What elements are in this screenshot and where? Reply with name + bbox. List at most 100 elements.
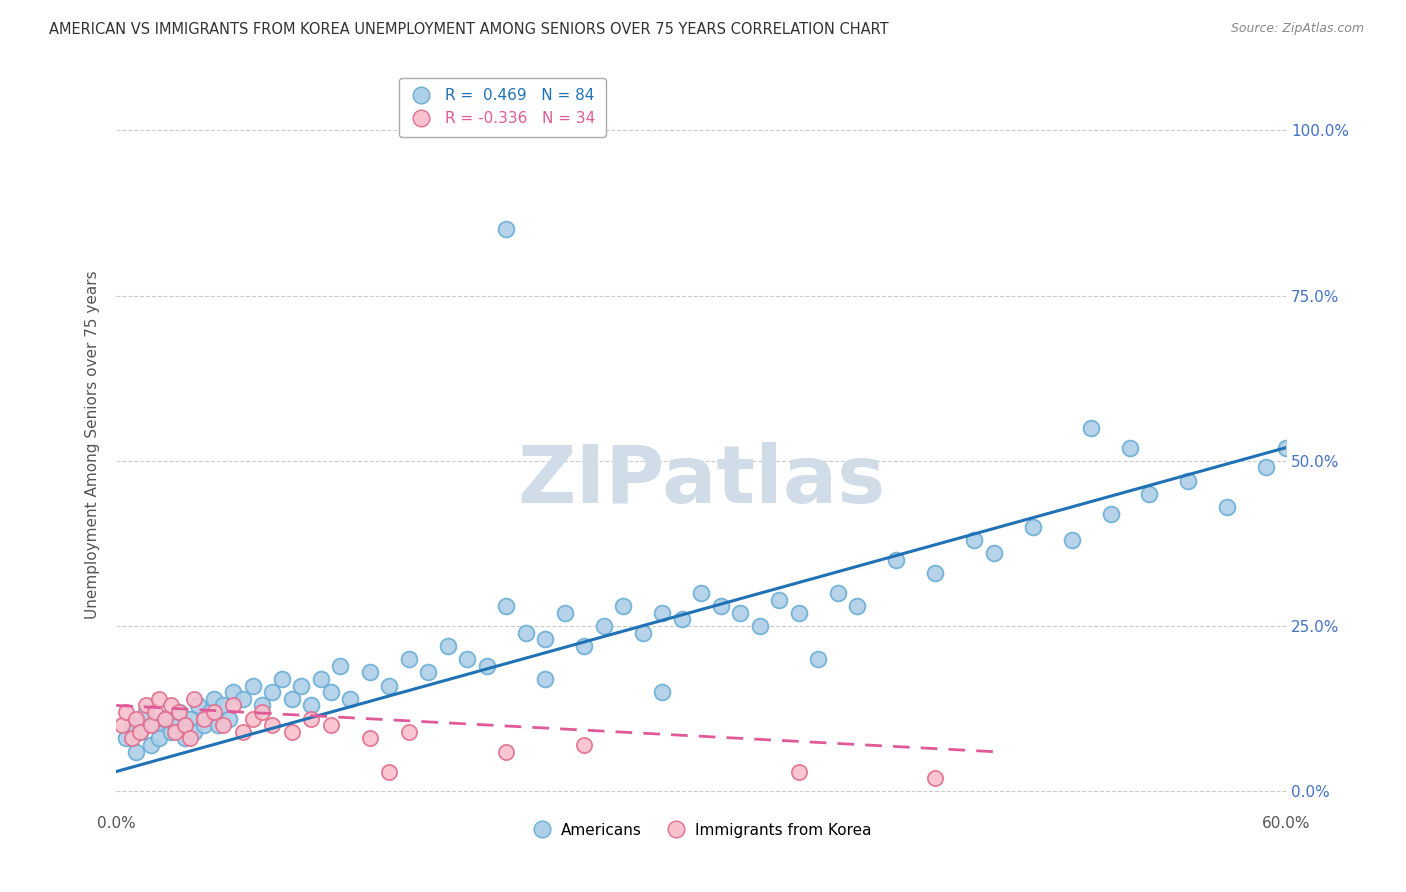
Point (768, 592, 790, 607)
Point (592, 619, 614, 633)
Point (134, 698, 156, 713)
Point (710, 599, 733, 614)
Point (148, 691, 170, 706)
Point (183, 724, 205, 739)
Point (207, 718, 229, 732)
Point (1216, 500, 1239, 515)
Point (173, 718, 195, 732)
Point (179, 712, 201, 726)
Y-axis label: Unemployment Among Seniors over 75 years: Unemployment Among Seniors over 75 years (86, 270, 100, 619)
Point (141, 718, 163, 732)
Point (309, 672, 332, 686)
Point (202, 705, 225, 719)
Point (163, 724, 186, 739)
Point (252, 698, 274, 713)
Point (125, 712, 148, 726)
Point (495, 222, 517, 236)
Point (143, 705, 166, 719)
Point (280, 724, 302, 739)
Point (671, 612, 693, 626)
Point (378, 764, 401, 779)
Point (193, 712, 215, 726)
Point (193, 718, 215, 732)
Point (167, 705, 190, 719)
Point (1060, 533, 1083, 548)
Point (807, 652, 830, 666)
Point (495, 599, 517, 614)
Point (359, 731, 381, 746)
Point (398, 652, 420, 666)
Point (1099, 507, 1122, 521)
Point (222, 685, 245, 699)
Point (242, 679, 264, 693)
Point (378, 679, 401, 693)
Point (173, 731, 195, 746)
Point (748, 619, 770, 633)
Point (141, 738, 163, 752)
Point (787, 606, 810, 620)
Text: ZIPatlas: ZIPatlas (517, 442, 886, 520)
Point (787, 764, 810, 779)
Point (160, 698, 183, 713)
Point (1021, 520, 1043, 534)
Point (359, 665, 381, 680)
Point (1080, 421, 1102, 435)
Point (153, 712, 176, 726)
Point (572, 639, 595, 653)
Point (271, 672, 294, 686)
Point (1275, 441, 1298, 455)
Point (1177, 474, 1199, 488)
Point (160, 724, 183, 739)
Point (924, 771, 946, 785)
Point (128, 724, 150, 739)
Point (631, 625, 654, 640)
Point (651, 606, 673, 620)
Point (218, 712, 240, 726)
Point (179, 731, 201, 746)
Text: AMERICAN VS IMMIGRANTS FROM KOREA UNEMPLOYMENT AMONG SENIORS OVER 75 YEARS CORRE: AMERICAN VS IMMIGRANTS FROM KOREA UNEMPL… (49, 22, 889, 37)
Point (252, 705, 274, 719)
Point (232, 724, 254, 739)
Point (134, 705, 156, 719)
Point (121, 718, 143, 732)
Legend: Americans, Immigrants from Korea: Americans, Immigrants from Korea (524, 817, 877, 844)
Point (232, 691, 254, 706)
Point (1372, 123, 1395, 137)
Point (198, 705, 221, 719)
Point (121, 731, 143, 746)
Point (924, 566, 946, 581)
Point (456, 652, 478, 666)
Point (963, 533, 986, 548)
Point (290, 679, 312, 693)
Point (572, 738, 595, 752)
Point (262, 685, 284, 699)
Point (148, 731, 170, 746)
Point (153, 712, 176, 726)
Point (827, 586, 849, 600)
Point (983, 546, 1005, 560)
Point (163, 718, 186, 732)
Point (125, 745, 148, 759)
Point (242, 712, 264, 726)
Point (651, 685, 673, 699)
Point (475, 658, 498, 673)
Point (1313, 123, 1336, 137)
Point (1119, 441, 1142, 455)
Point (1256, 460, 1278, 475)
Point (319, 718, 342, 732)
Point (212, 698, 235, 713)
Point (534, 672, 557, 686)
Point (846, 599, 869, 614)
Point (128, 724, 150, 739)
Point (690, 586, 713, 600)
Point (115, 705, 138, 719)
Point (339, 691, 361, 706)
Point (222, 698, 245, 713)
Point (515, 625, 537, 640)
Point (202, 691, 225, 706)
Point (319, 685, 342, 699)
Point (183, 691, 205, 706)
Point (554, 606, 576, 620)
Point (884, 553, 907, 567)
Point (495, 745, 517, 759)
